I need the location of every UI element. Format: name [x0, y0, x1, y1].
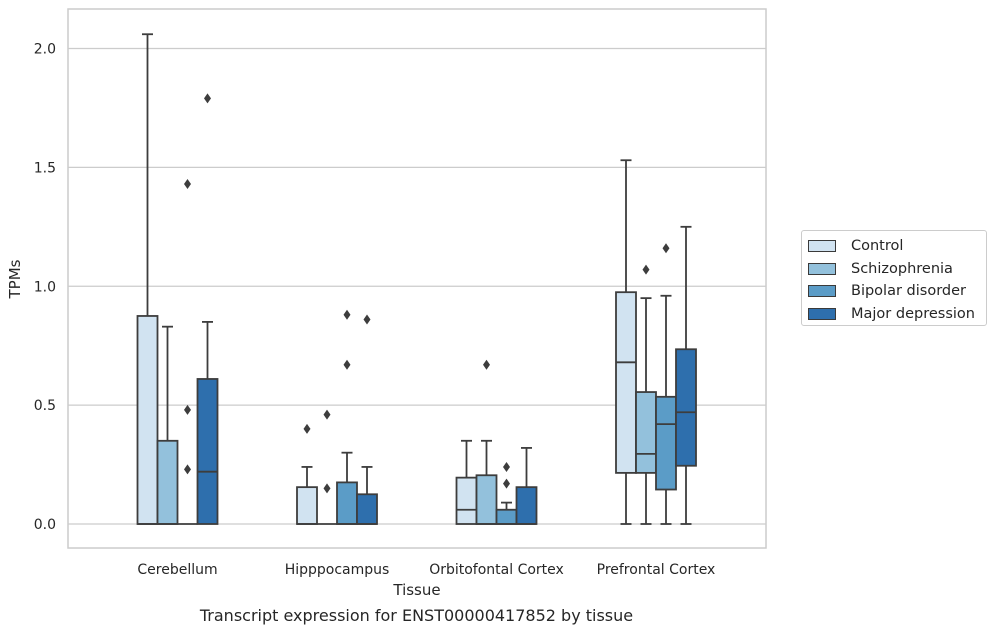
- legend-swatch: [808, 262, 836, 275]
- figure-caption: Transcript expression for ENST0000041785…: [199, 606, 634, 625]
- box-body: [356, 493, 378, 525]
- box-bipolar-disorder: [177, 179, 198, 525]
- legend-item: Schizophrenia: [808, 258, 986, 281]
- legend-swatch: [808, 240, 836, 253]
- y-tick-label: 1.0: [34, 279, 56, 295]
- y-tick-label: 2.0: [34, 42, 56, 58]
- y-tick-label: 1.5: [34, 160, 56, 176]
- boxes: [136, 33, 697, 525]
- box-body: [655, 395, 677, 491]
- x-tick-label: Hipppocampus: [285, 562, 390, 578]
- outlier-point: [503, 478, 510, 489]
- box-control: [615, 159, 637, 525]
- box-body: [635, 391, 657, 474]
- y-axis-title: TPMs: [6, 259, 24, 299]
- box-bipolar-disorder: [655, 243, 677, 525]
- plot-frame: [67, 8, 767, 549]
- outlier-point: [343, 359, 351, 370]
- box-schizophrenia: [317, 409, 337, 525]
- box-major-depression: [356, 314, 378, 525]
- box-major-depression: [196, 93, 219, 525]
- box-bipolar-disorder: [336, 309, 358, 525]
- box-body: [515, 486, 538, 525]
- box-body: [196, 378, 219, 525]
- box-body: [156, 439, 179, 525]
- y-tick-label: 0.5: [34, 398, 56, 414]
- outlier-point: [363, 314, 371, 325]
- outlier-point: [642, 264, 650, 275]
- outlier-point: [483, 359, 490, 370]
- outlier-point: [343, 309, 351, 320]
- legend-label: Schizophrenia: [851, 260, 953, 277]
- box-control: [296, 423, 318, 525]
- legend: Control Schizophrenia Bipolar disorder Majo…: [801, 230, 987, 326]
- box-body: [296, 486, 318, 525]
- box-body: [495, 508, 518, 525]
- box-body: [675, 348, 697, 467]
- outlier-point: [323, 483, 331, 494]
- box-schizophrenia: [475, 359, 498, 525]
- y-tick-labels: 0.0 0.5 1.0 1.5 2.0: [34, 42, 56, 534]
- legend-swatch: [808, 307, 836, 320]
- outlier-point: [204, 93, 211, 104]
- x-tick-label: Cerebellum: [137, 562, 217, 578]
- box-body: [475, 474, 498, 525]
- x-tick-label: Prefrontal Cortex: [597, 562, 716, 578]
- box-control: [136, 33, 159, 525]
- box-major-depression: [515, 447, 538, 525]
- x-tick-labels: Cerebellum Hipppocampus Orbitofontal Corte…: [137, 562, 715, 578]
- box-body: [336, 481, 358, 525]
- box-major-depression: [675, 225, 697, 525]
- x-axis-title: Tissue: [392, 581, 440, 599]
- legend-label: Major depression: [851, 305, 975, 322]
- outlier-point: [184, 464, 191, 475]
- legend-item: Bipolar disorder: [808, 280, 986, 303]
- outlier-point: [184, 404, 191, 415]
- outlier-point: [184, 179, 191, 190]
- legend-item: Control: [808, 235, 986, 258]
- x-tick-label: Orbitofontal Cortex: [429, 562, 564, 578]
- box-body: [136, 315, 159, 525]
- box-body: [455, 476, 478, 525]
- outlier-point: [503, 461, 510, 472]
- outlier-point: [323, 409, 331, 420]
- box-schizophrenia: [156, 325, 179, 525]
- box-control: [455, 439, 478, 525]
- outlier-point: [303, 423, 311, 434]
- legend-swatch: [808, 285, 836, 298]
- box-body: [615, 291, 637, 474]
- y-tick-label: 0.0: [34, 517, 56, 533]
- legend-label: Control: [851, 238, 904, 255]
- outlier-point: [662, 243, 670, 254]
- legend-item: Major depression: [808, 303, 986, 326]
- legend-label: Bipolar disorder: [851, 283, 966, 300]
